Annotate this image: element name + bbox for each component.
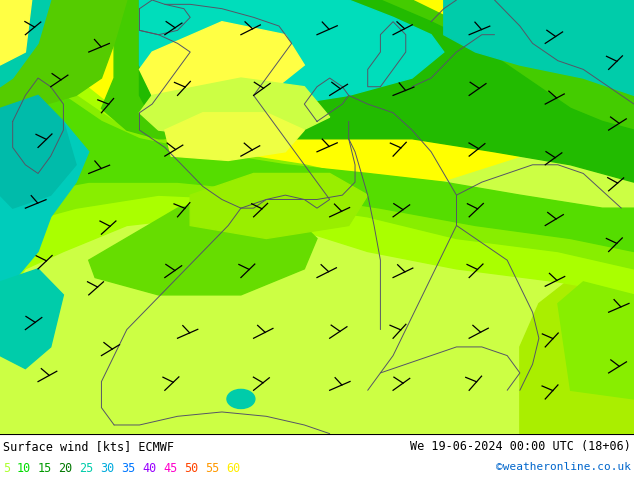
Polygon shape xyxy=(444,0,634,96)
Polygon shape xyxy=(0,65,634,269)
Text: 15: 15 xyxy=(37,462,52,475)
Polygon shape xyxy=(89,195,317,295)
Polygon shape xyxy=(139,0,444,108)
Polygon shape xyxy=(0,0,51,87)
Text: 50: 50 xyxy=(184,462,198,475)
Text: 20: 20 xyxy=(58,462,73,475)
Text: Surface wind [kts] ECMWF: Surface wind [kts] ECMWF xyxy=(3,440,174,453)
Polygon shape xyxy=(139,78,330,139)
Text: 60: 60 xyxy=(226,462,241,475)
Text: 30: 30 xyxy=(101,462,115,475)
Text: 5: 5 xyxy=(3,462,10,475)
Polygon shape xyxy=(0,52,634,304)
Text: We 19-06-2024 00:00 UTC (18+06): We 19-06-2024 00:00 UTC (18+06) xyxy=(410,440,631,453)
Polygon shape xyxy=(101,0,634,152)
Polygon shape xyxy=(0,78,634,251)
Polygon shape xyxy=(139,0,634,182)
Text: 35: 35 xyxy=(122,462,136,475)
Polygon shape xyxy=(0,96,76,208)
Polygon shape xyxy=(520,260,634,434)
Text: 25: 25 xyxy=(79,462,94,475)
Circle shape xyxy=(227,390,255,409)
Text: 10: 10 xyxy=(16,462,31,475)
Text: 45: 45 xyxy=(164,462,178,475)
Polygon shape xyxy=(0,0,32,65)
Polygon shape xyxy=(558,282,634,399)
Polygon shape xyxy=(0,269,63,368)
Text: ©weatheronline.co.uk: ©weatheronline.co.uk xyxy=(496,462,631,472)
Polygon shape xyxy=(0,108,89,282)
Polygon shape xyxy=(0,0,127,108)
Text: 55: 55 xyxy=(205,462,220,475)
Polygon shape xyxy=(139,22,304,108)
Polygon shape xyxy=(190,173,368,239)
Text: 40: 40 xyxy=(143,462,157,475)
Polygon shape xyxy=(165,113,304,160)
Polygon shape xyxy=(0,152,634,434)
